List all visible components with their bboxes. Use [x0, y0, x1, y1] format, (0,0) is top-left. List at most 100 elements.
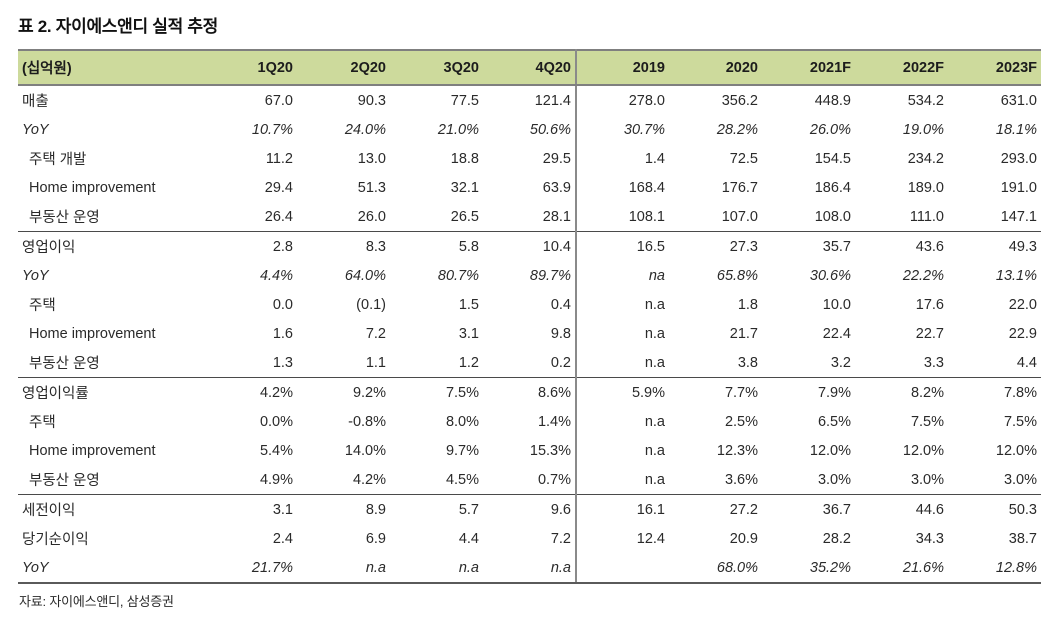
row-label: YoY: [22, 267, 49, 284]
cell-value: 121.4: [534, 92, 571, 109]
row-label: 부동산 운영: [29, 473, 100, 489]
cell-value: 26.4: [264, 208, 293, 225]
cell-value: na: [575, 261, 669, 290]
cell-value: 8.2%: [855, 377, 948, 407]
cell-value: 278.0: [575, 85, 669, 115]
cell-value: 111.0: [909, 208, 944, 225]
cell-value: 293.0: [1000, 150, 1037, 167]
cell-value: 12.8%: [948, 553, 1041, 584]
cell-value: 17.6: [915, 296, 944, 313]
cell-value: 3.1: [458, 325, 479, 342]
row-label: 세전이익: [18, 494, 204, 524]
cell-value: 631.0: [1000, 92, 1037, 109]
cell-value: 29.4: [264, 179, 293, 196]
cell-value: 4.2%: [352, 471, 386, 488]
cell-value: 50.6%: [529, 121, 571, 138]
row-label: 매출: [22, 94, 49, 110]
cell-value: 20.9: [729, 530, 758, 547]
cell-value: 108.0: [814, 208, 851, 225]
cell-value: 12.0%: [809, 442, 851, 459]
cell-value: 18.8: [450, 150, 479, 167]
cell-value: 13.1%: [995, 267, 1037, 284]
cell-value: 5.8: [390, 231, 483, 261]
row-label: YoY: [18, 553, 204, 584]
row-label: 영업이익률: [18, 377, 204, 407]
table-row: 부동산 운영 26.4 26.0 26.5 28.1 108.1 107.0 108.0 111…: [18, 202, 1041, 232]
cell-value: 0.4: [550, 296, 571, 313]
cell-value: 2.8: [204, 231, 297, 261]
cell-value: 21.7%: [204, 553, 297, 584]
cell-value: 7.5%: [390, 377, 483, 407]
cell-value: 4.4%: [259, 267, 293, 284]
cell-value: 186.4: [814, 179, 851, 196]
cell-value: 9.2%: [297, 377, 390, 407]
table-row: 영업이익률 4.2% 9.2% 7.5% 8.6% 5.9% 7.7% 7.9% 8.2% 7.8…: [18, 377, 1041, 407]
column-header-1q20: 1Q20: [204, 50, 297, 86]
cell-value: 154.5: [814, 150, 851, 167]
cell-value: 12.0%: [995, 442, 1037, 459]
row-label: 주택: [29, 298, 56, 314]
table-row: Home improvement 5.4% 14.0% 9.7% 15.3% n.a 12.…: [18, 436, 1041, 465]
row-label: 주택: [29, 415, 56, 431]
cell-value: 4.4: [458, 530, 479, 547]
cell-value: 16.5: [575, 231, 669, 261]
cell-value: n.a: [575, 436, 669, 465]
cell-value: 3.6%: [724, 471, 758, 488]
cell-value: 26.0: [357, 208, 386, 225]
cell-value: 14.0%: [344, 442, 386, 459]
cell-value: 49.3: [948, 231, 1041, 261]
cell-value: 34.3: [915, 530, 944, 547]
cell-value: 6.9: [365, 530, 386, 547]
column-header-2q20: 2Q20: [297, 50, 390, 86]
cell-value: 64.0%: [344, 267, 386, 284]
cell-value: 77.5: [450, 92, 479, 109]
column-header-unit: (십억원): [18, 50, 204, 86]
row-label: 영업이익: [18, 231, 204, 261]
cell-value: 35.7: [762, 231, 855, 261]
table-row: Home improvement 1.6 7.2 3.1 9.8 n.a 21.7 22.4 2…: [18, 319, 1041, 348]
column-header-3q20: 3Q20: [390, 50, 483, 86]
cell-value: [575, 553, 669, 584]
cell-value: 3.0%: [910, 471, 944, 488]
cell-value: 5.4%: [259, 442, 293, 459]
cell-value: 28.2%: [716, 121, 758, 138]
cell-value: 234.2: [907, 150, 944, 167]
financial-table: (십억원) 1Q20 2Q20 3Q20 4Q20 2019 2020 2021…: [18, 49, 1041, 584]
cell-value: 22.2%: [902, 267, 944, 284]
row-label: 부동산 운영: [29, 210, 100, 226]
table-row: 부동산 운영 1.3 1.1 1.2 0.2 n.a 3.8 3.2 3.3 4.4: [18, 348, 1041, 378]
cell-value: 168.4: [575, 173, 669, 202]
cell-value: n.a: [575, 290, 669, 319]
cell-value: 12.4: [575, 524, 669, 553]
row-label: 주택 개발: [29, 152, 87, 168]
cell-value: 7.8%: [948, 377, 1041, 407]
cell-value: 32.1: [450, 179, 479, 196]
cell-value: 35.2%: [762, 553, 855, 584]
cell-value: 191.0: [1000, 179, 1037, 196]
cell-value: n.a: [575, 407, 669, 436]
cell-value: 3.1: [204, 494, 297, 524]
cell-value: 10.4: [483, 231, 576, 261]
cell-value: 22.7: [915, 325, 944, 342]
cell-value: 9.6: [483, 494, 576, 524]
cell-value: 44.6: [855, 494, 948, 524]
row-label: Home improvement: [29, 179, 156, 196]
table-row: 영업이익 2.8 8.3 5.8 10.4 16.5 27.3 35.7 43.6 49.3: [18, 231, 1041, 261]
cell-value: 27.3: [669, 231, 762, 261]
cell-value: 7.9%: [762, 377, 855, 407]
cell-value: 7.5%: [910, 413, 944, 430]
row-label: 당기순이익: [22, 532, 89, 548]
cell-value: 10.7%: [251, 121, 293, 138]
cell-value: 2.5%: [724, 413, 758, 430]
cell-value: 6.5%: [817, 413, 851, 430]
cell-value: 28.1: [542, 208, 571, 225]
cell-value: 28.2: [822, 530, 851, 547]
cell-value: 7.2: [365, 325, 386, 342]
column-header-2020: 2020: [669, 50, 762, 86]
cell-value: 21.6%: [855, 553, 948, 584]
cell-value: 4.4: [1016, 354, 1037, 371]
cell-value: 176.7: [721, 179, 758, 196]
table-row: YoY 21.7% n.a n.a n.a 68.0% 35.2% 21.6% 12.8%: [18, 553, 1041, 584]
cell-value: n.a: [297, 553, 390, 584]
